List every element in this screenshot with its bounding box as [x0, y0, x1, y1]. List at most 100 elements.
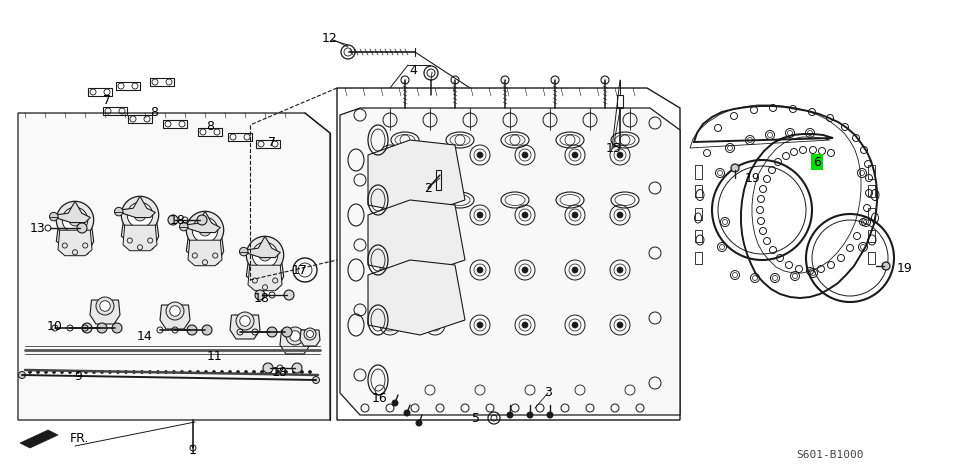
Polygon shape — [50, 201, 90, 223]
Circle shape — [132, 371, 135, 373]
Bar — [868, 252, 875, 264]
Circle shape — [125, 371, 127, 373]
Circle shape — [432, 267, 438, 273]
Text: 2: 2 — [424, 182, 432, 194]
Text: 18: 18 — [254, 292, 270, 304]
Circle shape — [416, 420, 422, 426]
Text: 16: 16 — [372, 393, 388, 405]
Text: 8: 8 — [150, 107, 158, 119]
Circle shape — [263, 363, 273, 373]
Circle shape — [387, 322, 393, 328]
Bar — [116, 82, 140, 90]
Circle shape — [252, 242, 278, 268]
Polygon shape — [186, 238, 224, 264]
Circle shape — [170, 306, 180, 316]
Circle shape — [284, 290, 294, 300]
Text: 15: 15 — [606, 142, 622, 154]
Bar — [198, 128, 222, 136]
Polygon shape — [300, 330, 320, 346]
Circle shape — [244, 371, 247, 373]
Circle shape — [307, 330, 313, 337]
Circle shape — [477, 152, 483, 158]
Text: 1: 1 — [189, 445, 197, 457]
Circle shape — [180, 371, 184, 373]
Circle shape — [522, 212, 528, 218]
Polygon shape — [368, 260, 465, 335]
Circle shape — [179, 222, 188, 231]
Polygon shape — [248, 265, 282, 291]
Circle shape — [292, 371, 295, 373]
Bar — [868, 208, 875, 220]
Circle shape — [117, 371, 120, 373]
Circle shape — [477, 267, 483, 273]
Circle shape — [60, 371, 63, 373]
Circle shape — [572, 322, 578, 328]
Circle shape — [134, 209, 146, 221]
Bar — [695, 165, 702, 179]
Bar — [868, 185, 875, 197]
Circle shape — [220, 371, 223, 373]
Circle shape — [246, 236, 284, 274]
Bar — [868, 230, 875, 242]
Text: 11: 11 — [207, 351, 223, 363]
Circle shape — [122, 196, 159, 234]
Circle shape — [268, 371, 271, 373]
Circle shape — [267, 327, 277, 337]
Circle shape — [240, 316, 250, 326]
Circle shape — [189, 371, 192, 373]
Circle shape — [282, 327, 292, 337]
Bar — [103, 107, 127, 115]
Text: FR.: FR. — [70, 431, 89, 445]
Circle shape — [527, 412, 533, 418]
Circle shape — [127, 202, 152, 228]
Circle shape — [404, 410, 410, 416]
Circle shape — [432, 152, 438, 158]
Circle shape — [572, 267, 578, 273]
Circle shape — [101, 371, 103, 373]
Circle shape — [292, 363, 302, 373]
Circle shape — [617, 267, 623, 273]
Bar — [695, 230, 702, 242]
Text: 19: 19 — [745, 171, 761, 185]
Circle shape — [312, 377, 320, 383]
Circle shape — [108, 371, 111, 373]
Polygon shape — [230, 315, 260, 339]
Bar — [695, 208, 702, 220]
Text: 19: 19 — [897, 261, 913, 275]
Circle shape — [112, 323, 122, 333]
Bar — [436, 170, 441, 190]
Text: 6: 6 — [813, 155, 821, 169]
Polygon shape — [160, 305, 190, 329]
Circle shape — [522, 267, 528, 273]
Circle shape — [50, 212, 58, 221]
Circle shape — [204, 371, 208, 373]
Text: 4: 4 — [409, 64, 417, 76]
Circle shape — [148, 371, 151, 373]
Polygon shape — [123, 225, 157, 251]
Text: 17: 17 — [292, 263, 308, 277]
Circle shape — [165, 371, 168, 373]
Circle shape — [882, 262, 890, 270]
Circle shape — [44, 371, 48, 373]
Bar — [88, 88, 112, 96]
Text: 7: 7 — [268, 135, 276, 149]
Circle shape — [259, 249, 271, 261]
Circle shape — [93, 371, 96, 373]
Text: 18: 18 — [171, 214, 186, 228]
Text: 7: 7 — [103, 93, 111, 107]
Bar — [695, 252, 702, 264]
Circle shape — [156, 371, 159, 373]
Circle shape — [507, 412, 513, 418]
Circle shape — [261, 371, 263, 373]
Circle shape — [387, 212, 393, 218]
Circle shape — [277, 371, 280, 373]
Circle shape — [229, 371, 232, 373]
Circle shape — [202, 325, 212, 335]
Polygon shape — [90, 300, 120, 324]
Circle shape — [617, 152, 623, 158]
Polygon shape — [246, 263, 284, 289]
Circle shape — [308, 371, 311, 373]
Circle shape — [18, 371, 26, 379]
Circle shape — [29, 371, 32, 373]
Circle shape — [141, 371, 144, 373]
